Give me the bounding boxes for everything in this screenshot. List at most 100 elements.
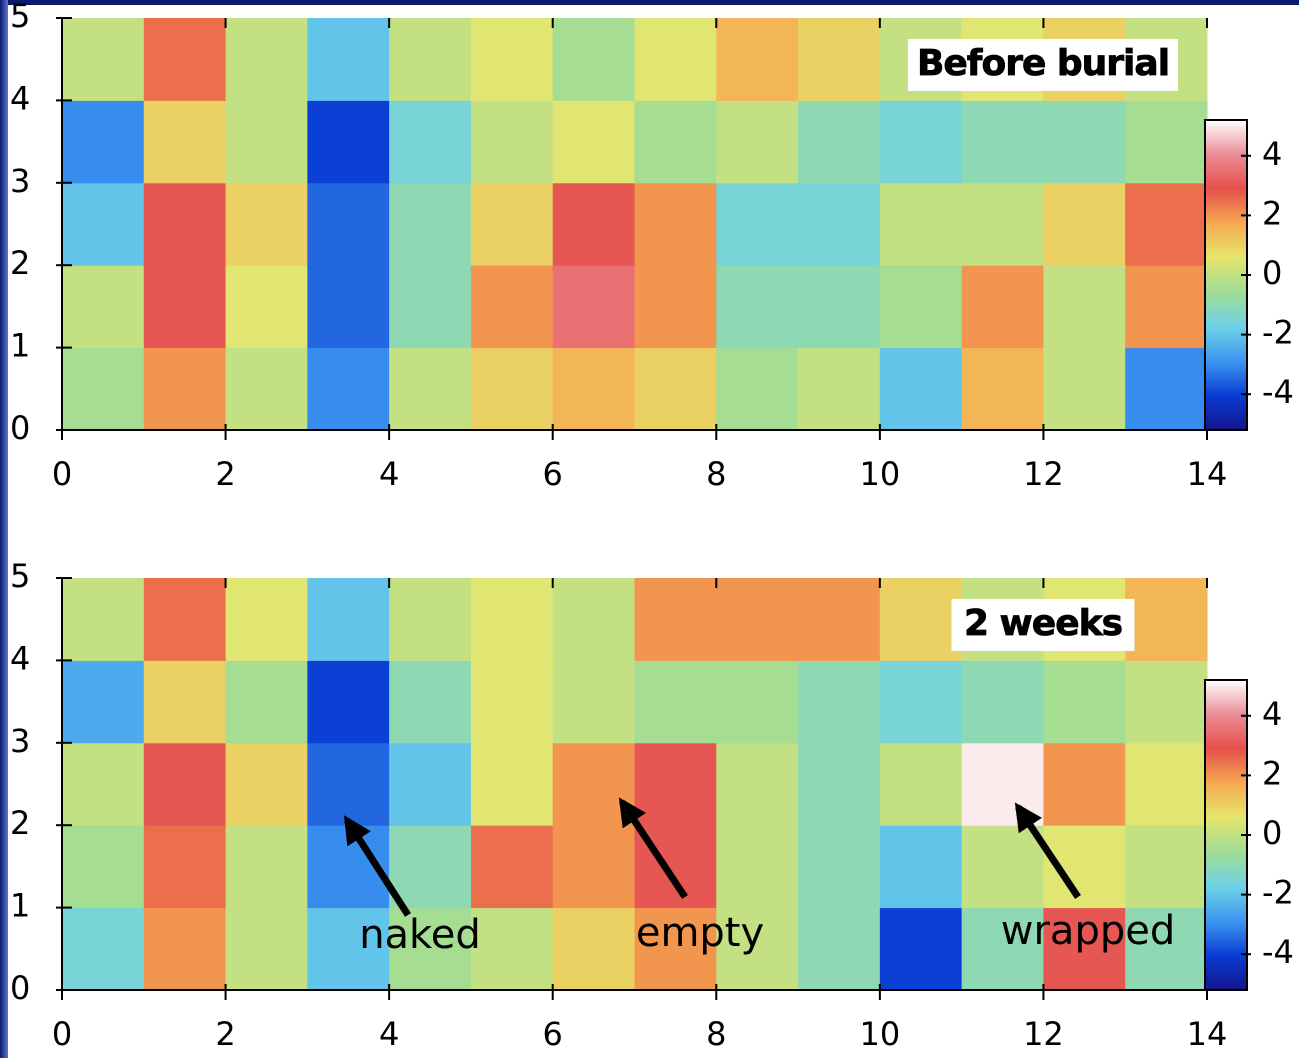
heatmap-cell [961,825,1044,909]
heatmap-cell [62,265,145,349]
heatmap-cell [1043,182,1126,266]
x-tick-label: 10 [859,1015,900,1053]
heatmap-cell [470,660,554,744]
heatmap-cell [307,578,390,661]
heatmap-cell [634,100,717,184]
colorbar [1204,679,1248,991]
heatmap-cell [1125,265,1208,349]
heatmap-cell [143,18,227,101]
heatmap-cell [716,742,799,826]
heatmap-cell [716,660,799,744]
slide-top-border [0,0,1299,5]
heatmap-cell [634,578,717,661]
heatmap-cell [389,347,472,431]
heatmap-cell [961,265,1044,349]
heatmap-cell [1125,825,1208,909]
heatmap-cell [470,18,554,101]
x-tick-label: 14 [1187,1015,1228,1053]
heatmap-cell [879,347,963,431]
heatmap-cell [143,265,227,349]
heatmap-cell [798,265,881,349]
heatmap-cell [225,742,308,826]
heatmap-cell [307,265,390,349]
heatmap-cell [552,347,635,431]
heatmap-cell [307,100,390,184]
heatmap-cell [307,182,390,266]
heatmap-cell [225,825,308,909]
annotation: naked [359,912,481,958]
y-tick-label: 0 [10,969,30,1007]
heatmap-cell [879,578,963,661]
heatmap-cell [225,265,308,349]
colorbar-tick-label: 0 [1262,254,1282,292]
colorbar-tick-label: -2 [1262,314,1294,352]
heatmap-cell [143,907,227,991]
x-tick-label: 10 [859,455,900,493]
heatmap-cell [716,578,799,661]
heatmap-cell [225,100,308,184]
heatmap-cell [634,18,717,101]
heatmap-cell [470,347,554,431]
x-tick-label: 6 [543,455,563,493]
heatmap-cell [470,100,554,184]
heatmap-cell [798,825,881,909]
heatmap-cell [470,742,554,826]
x-tick-label: 8 [706,1015,726,1053]
heatmap-cell [798,18,881,101]
heatmap-cell [552,907,635,991]
x-tick-label: 4 [379,455,399,493]
heatmap-cell [62,100,145,184]
heatmap-cell [798,182,881,266]
x-tick-label: 6 [543,1015,563,1053]
heatmap-cell [716,182,799,266]
heatmap-cell [225,182,308,266]
annotation-arrow [1014,802,1081,899]
heatmap-cell [798,100,881,184]
colorbar-tick-label: -2 [1262,874,1294,912]
y-tick-label: 0 [10,409,30,447]
colorbar [1204,119,1248,431]
heatmap-cell [62,347,145,431]
heatmap-cell [307,742,390,826]
heatmap-cell [798,578,881,661]
heatmap-cell [552,578,635,661]
x-tick-label: 0 [52,1015,72,1053]
heatmap-cell [552,265,635,349]
heatmap-cell [634,182,717,266]
heatmap-cell [879,742,963,826]
y-tick-label: 2 [10,244,30,282]
x-tick-label: 2 [215,1015,235,1053]
y-tick-label: 3 [10,722,30,760]
heatmap-cell [389,265,472,349]
slide-left-border [0,0,8,1058]
heatmap-cell [143,347,227,431]
heatmap-cell [470,182,554,266]
heatmap-cell [1125,182,1208,266]
heatmap-cell [143,100,227,184]
heatmap-cell [961,907,1044,991]
annotation: wrapped [1001,908,1175,954]
heatmap-cell [1125,660,1208,744]
colorbar-tick-label: 0 [1262,814,1282,852]
annotation-arrow [618,797,688,899]
heatmap-cell [879,825,963,909]
y-tick-label: 3 [10,162,30,200]
heatmap-cell [634,265,717,349]
y-tick-label: 5 [10,0,30,35]
heatmap-cell [225,907,308,991]
heatmap-cell [470,825,554,909]
x-tick-label: 8 [706,455,726,493]
heatmap-cell [1125,100,1208,184]
heatmap-cell [470,907,554,991]
heatmap-cell [798,660,881,744]
heatmap-cell [961,182,1044,266]
heatmap-cell [552,100,635,184]
heatmap-cell [307,18,390,101]
heatmap-cell [1043,100,1126,184]
heatmap-cell [62,742,145,826]
annotation-arrow [343,815,411,917]
heatmap-cell [716,825,799,909]
panel-title: Before burial [917,43,1169,84]
